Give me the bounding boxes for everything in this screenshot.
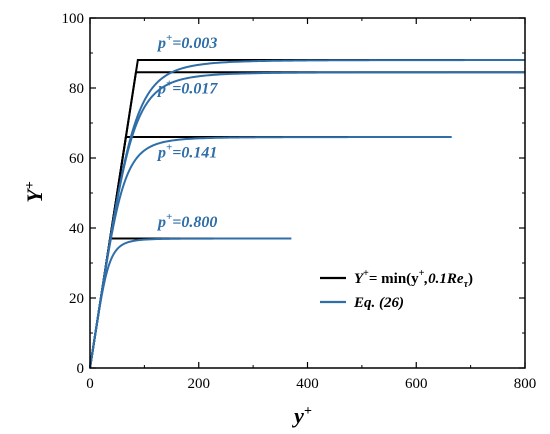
x-tick-label: 0 [86, 376, 94, 392]
axis-ticks: 0 200 400 600 800 0 20 40 60 80 100 [62, 11, 537, 392]
plot-border [89, 17, 526, 369]
annotation-label-0: p+=0.003 [156, 32, 217, 52]
y-tick-label: 20 [69, 291, 84, 307]
legend-label-blue: Eq. (26) [353, 295, 404, 311]
x-tick-label: 600 [405, 376, 428, 392]
annotation-label-1: p+=0.017 [156, 77, 218, 97]
x-tick-label: 400 [296, 376, 319, 392]
series-min-line-3 [89, 237, 292, 369]
series-eq26-line-0 [89, 59, 525, 369]
x-tick-label: 800 [514, 376, 537, 392]
series-eq26-line-2 [89, 136, 452, 369]
series-min-line-2 [89, 136, 452, 369]
series-min-line-1 [89, 71, 525, 369]
x-tick-label: 200 [188, 376, 211, 392]
plot-frame [89, 17, 526, 369]
legend: Y+= min(y+,0.1Reτ) Eq. (26) [320, 268, 473, 311]
y-tick-label: 0 [77, 361, 85, 377]
y-tick-label: 60 [69, 151, 84, 167]
annotation-label-3: p+=0.800 [156, 211, 217, 231]
annotation-label-2: p+=0.141 [156, 141, 217, 161]
y-tick-label: 80 [69, 81, 84, 97]
series-eq26-line-3 [89, 237, 292, 369]
annotations: p+=0.003 p+=0.017 p+=0.141 p+=0.800 [156, 32, 218, 231]
y-axis-label: Y+ [22, 181, 47, 202]
plot-lines [89, 59, 525, 369]
x-axis-label: y+ [291, 403, 312, 428]
series-min-line-0 [89, 59, 525, 369]
series-eq26-line-1 [89, 71, 525, 369]
legend-label-black: Y+= min(y+,0.1Reτ) [354, 268, 473, 290]
y-tick-label: 100 [62, 11, 85, 27]
y-tick-label: 40 [69, 221, 84, 237]
